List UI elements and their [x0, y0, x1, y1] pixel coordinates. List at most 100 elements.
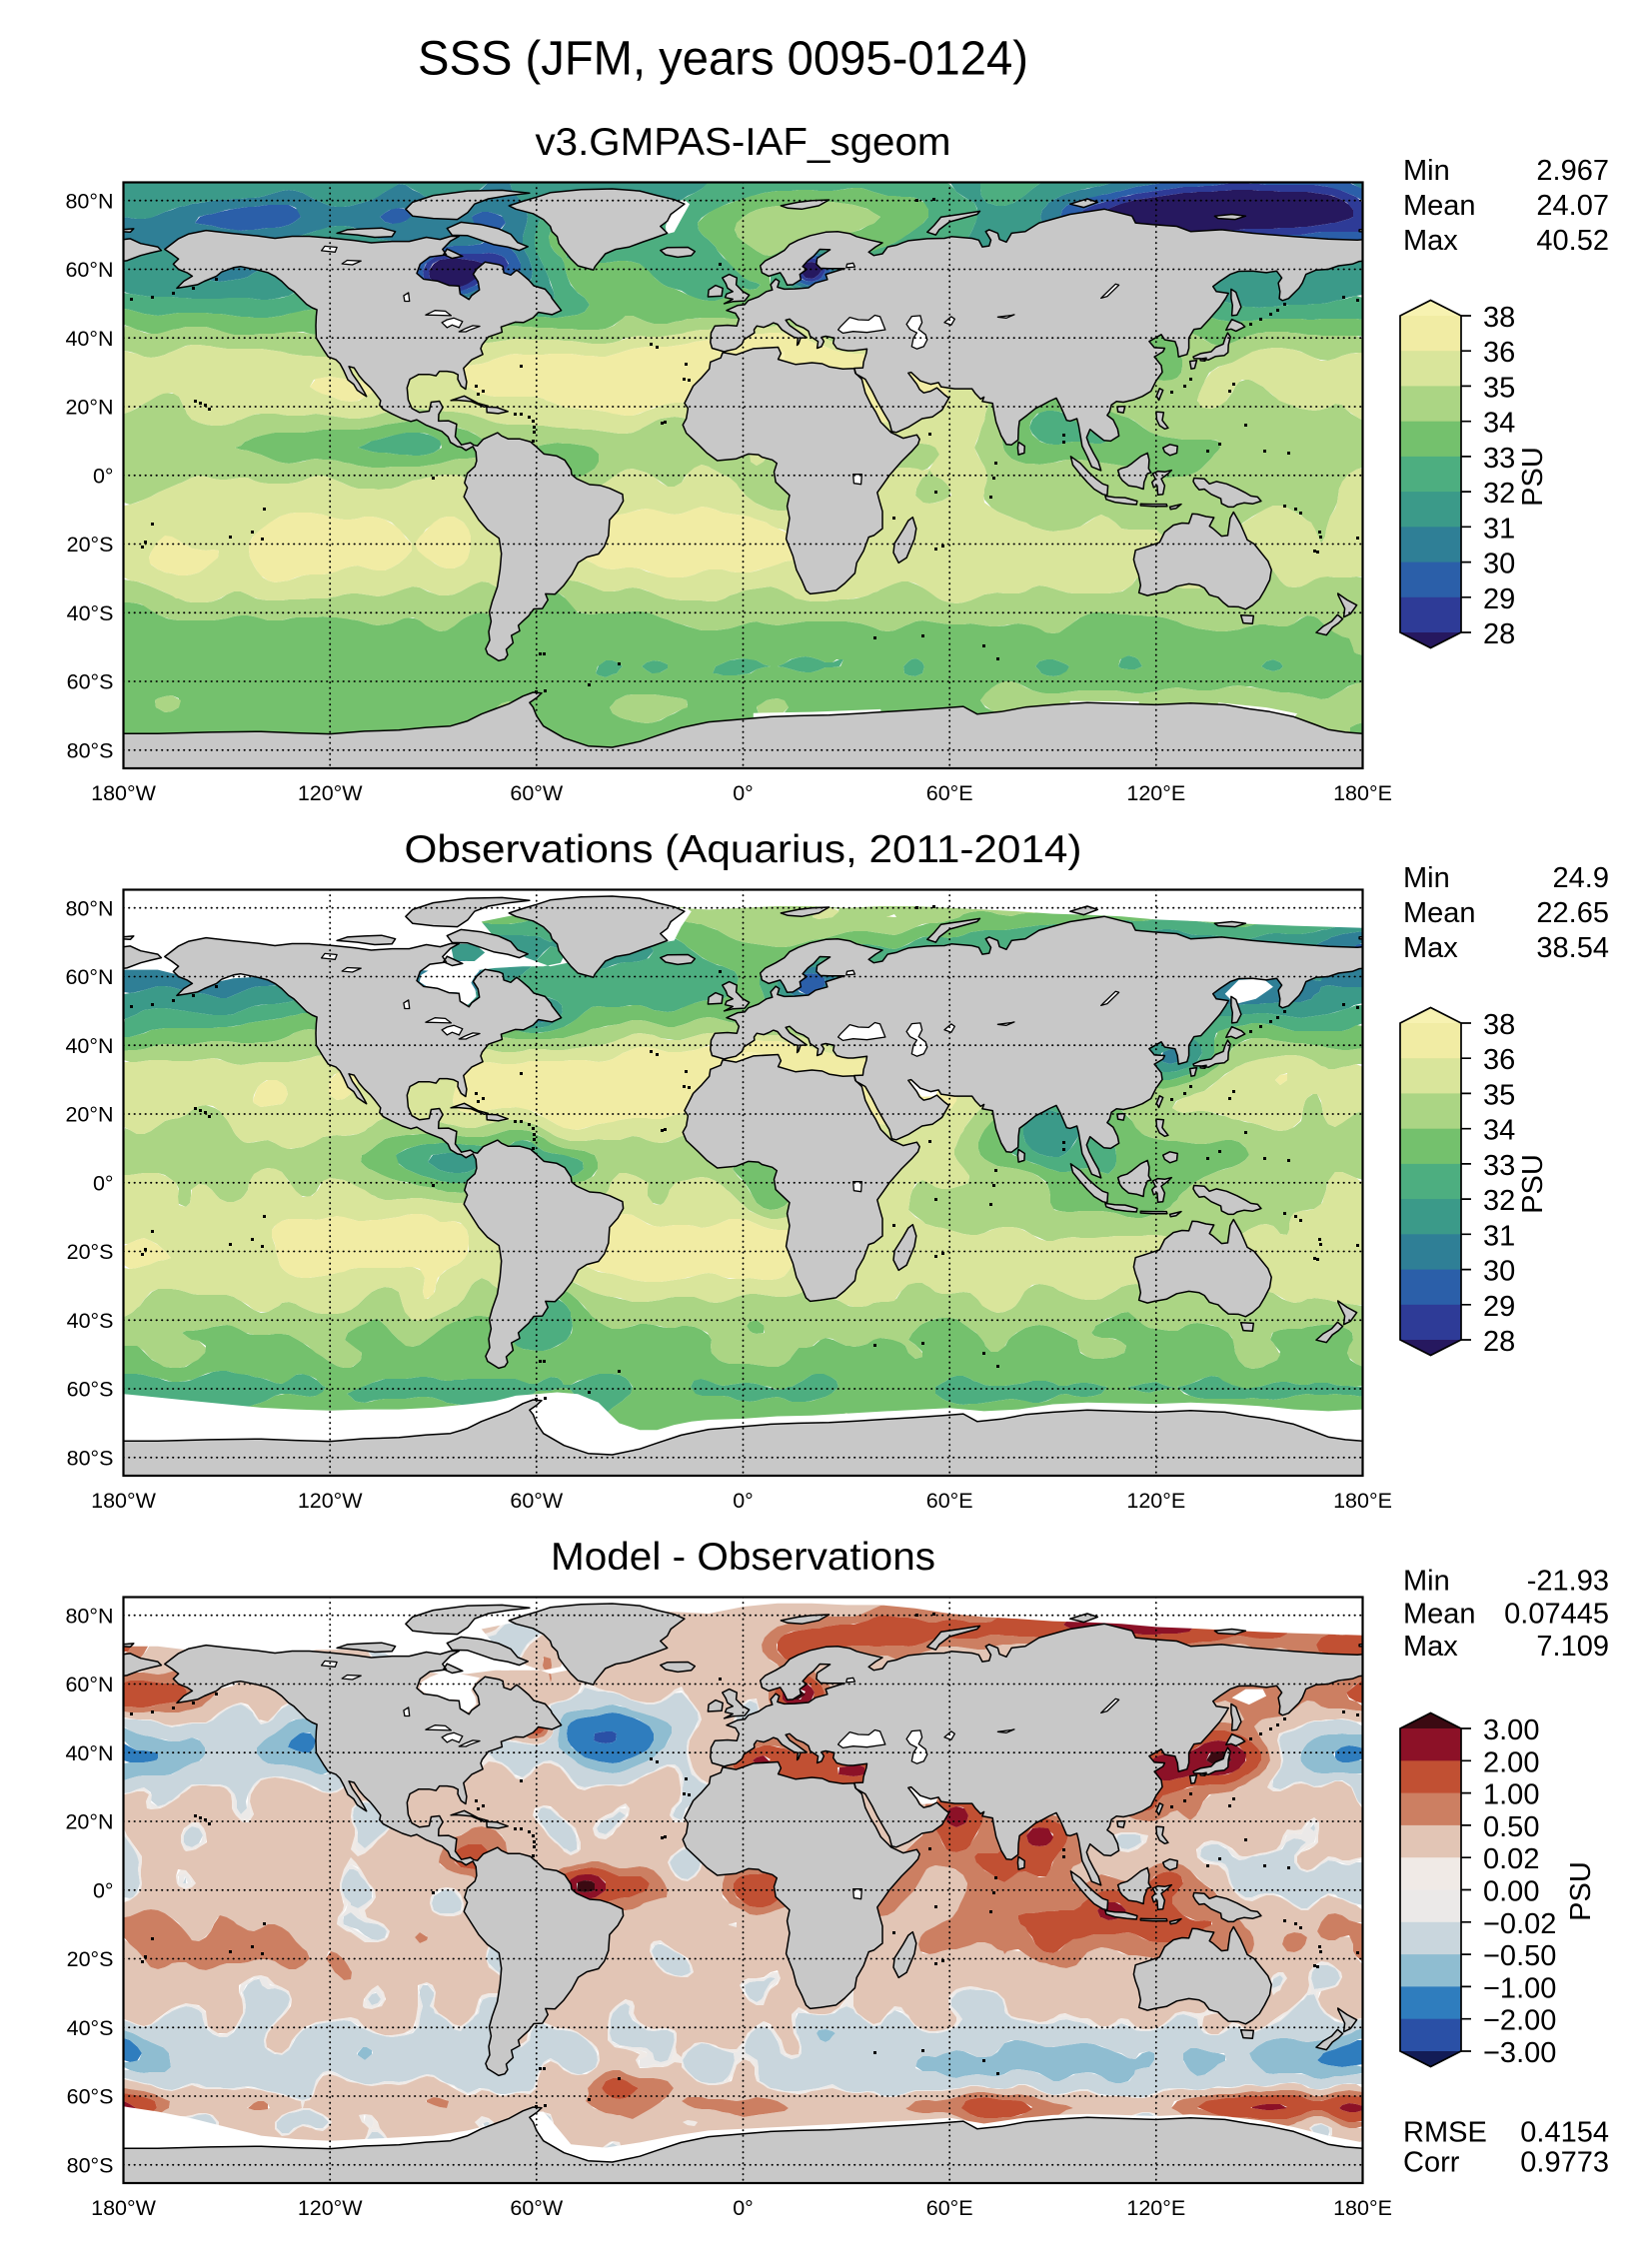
- svg-text:0.50: 0.50: [1483, 1811, 1539, 1843]
- svg-text:38.54: 38.54: [1536, 932, 1609, 964]
- svg-text:80°S: 80°S: [67, 739, 114, 763]
- svg-text:0.02: 0.02: [1483, 1843, 1539, 1875]
- svg-text:Min: Min: [1403, 862, 1450, 894]
- svg-text:PSU: PSU: [1565, 1861, 1597, 1921]
- svg-text:Max: Max: [1403, 932, 1458, 964]
- svg-text:20°N: 20°N: [65, 1103, 113, 1127]
- svg-text:36: 36: [1483, 1044, 1515, 1076]
- svg-text:60°E: 60°E: [926, 1489, 973, 1513]
- svg-text:1.00: 1.00: [1483, 1779, 1539, 1811]
- svg-text:20°S: 20°S: [67, 1240, 114, 1264]
- svg-text:Observations (Aquarius, 2011-2: Observations (Aquarius, 2011-2014): [405, 828, 1082, 871]
- svg-text:PSU: PSU: [1517, 447, 1549, 507]
- svg-text:0°: 0°: [93, 464, 114, 488]
- svg-text:180°E: 180°E: [1333, 1489, 1392, 1513]
- svg-text:80°S: 80°S: [67, 2154, 114, 2178]
- svg-text:24.07: 24.07: [1536, 190, 1609, 222]
- svg-text:Min: Min: [1403, 155, 1450, 187]
- svg-text:60°N: 60°N: [65, 258, 113, 282]
- svg-text:120°E: 120°E: [1126, 1489, 1185, 1513]
- svg-text:20°N: 20°N: [65, 396, 113, 420]
- svg-text:32: 32: [1483, 478, 1515, 510]
- svg-text:0°: 0°: [93, 1879, 114, 1903]
- svg-text:−1.00: −1.00: [1483, 1972, 1556, 2004]
- svg-text:PSU: PSU: [1517, 1154, 1549, 1214]
- svg-text:180°W: 180°W: [91, 2196, 156, 2220]
- svg-text:Mean: Mean: [1403, 897, 1476, 929]
- svg-text:120°E: 120°E: [1126, 781, 1185, 805]
- svg-text:40.52: 40.52: [1536, 225, 1609, 257]
- svg-text:−0.50: −0.50: [1483, 1940, 1556, 1972]
- svg-text:3.00: 3.00: [1483, 1714, 1539, 1746]
- svg-text:60°S: 60°S: [67, 1378, 114, 1402]
- svg-text:80°N: 80°N: [65, 1604, 113, 1628]
- svg-text:40°N: 40°N: [65, 327, 113, 351]
- svg-text:80°N: 80°N: [65, 189, 113, 213]
- svg-text:20°S: 20°S: [67, 1947, 114, 1971]
- svg-text:0°: 0°: [733, 781, 754, 805]
- svg-text:Mean: Mean: [1403, 190, 1476, 222]
- svg-text:80°S: 80°S: [67, 1447, 114, 1471]
- svg-text:40°N: 40°N: [65, 1741, 113, 1765]
- svg-text:38: 38: [1483, 1009, 1515, 1041]
- svg-text:33: 33: [1483, 443, 1515, 475]
- svg-text:40°S: 40°S: [67, 1309, 114, 1333]
- svg-text:60°S: 60°S: [67, 670, 114, 694]
- svg-text:180°E: 180°E: [1333, 2196, 1392, 2220]
- svg-text:60°S: 60°S: [67, 2085, 114, 2109]
- svg-text:60°N: 60°N: [65, 1673, 113, 1697]
- svg-text:60°W: 60°W: [510, 1489, 564, 1513]
- svg-text:120°W: 120°W: [298, 781, 363, 805]
- svg-text:RMSE: RMSE: [1403, 2117, 1487, 2149]
- svg-text:Corr: Corr: [1403, 2147, 1460, 2179]
- svg-text:180°E: 180°E: [1333, 781, 1392, 805]
- svg-text:29: 29: [1483, 1291, 1515, 1323]
- svg-text:−2.00: −2.00: [1483, 2005, 1556, 2037]
- svg-text:2.00: 2.00: [1483, 1746, 1539, 1778]
- svg-text:40°S: 40°S: [67, 2016, 114, 2040]
- svg-text:0.9773: 0.9773: [1520, 2147, 1609, 2179]
- svg-text:120°W: 120°W: [298, 1489, 363, 1513]
- svg-text:29: 29: [1483, 583, 1515, 615]
- svg-text:30: 30: [1483, 549, 1515, 580]
- svg-text:180°W: 180°W: [91, 1489, 156, 1513]
- svg-text:33: 33: [1483, 1150, 1515, 1182]
- svg-text:7.109: 7.109: [1536, 1631, 1609, 1663]
- svg-text:28: 28: [1483, 618, 1515, 650]
- svg-text:30: 30: [1483, 1256, 1515, 1288]
- svg-text:Max: Max: [1403, 1631, 1458, 1663]
- svg-text:60°N: 60°N: [65, 965, 113, 989]
- svg-text:28: 28: [1483, 1326, 1515, 1358]
- svg-text:120°W: 120°W: [298, 2196, 363, 2220]
- svg-text:40°S: 40°S: [67, 601, 114, 625]
- svg-text:0°: 0°: [733, 2196, 754, 2220]
- svg-text:60°W: 60°W: [510, 781, 564, 805]
- svg-text:31: 31: [1483, 1220, 1515, 1252]
- svg-text:31: 31: [1483, 513, 1515, 545]
- svg-text:24.9: 24.9: [1553, 862, 1609, 894]
- svg-text:32: 32: [1483, 1185, 1515, 1217]
- svg-text:36: 36: [1483, 337, 1515, 369]
- svg-text:Max: Max: [1403, 225, 1458, 257]
- svg-text:120°E: 120°E: [1126, 2196, 1185, 2220]
- svg-text:SSS (JFM, years 0095-0124): SSS (JFM, years 0095-0124): [418, 33, 1028, 86]
- svg-text:2.967: 2.967: [1536, 155, 1609, 187]
- svg-text:Min: Min: [1403, 1566, 1450, 1598]
- svg-text:35: 35: [1483, 1079, 1515, 1111]
- svg-text:Mean: Mean: [1403, 1598, 1476, 1630]
- svg-text:60°E: 60°E: [926, 2196, 973, 2220]
- svg-text:0°: 0°: [93, 1172, 114, 1196]
- svg-text:35: 35: [1483, 372, 1515, 404]
- svg-text:60°E: 60°E: [926, 781, 973, 805]
- svg-text:Model - Observations: Model - Observations: [551, 1536, 935, 1579]
- svg-text:34: 34: [1483, 408, 1515, 440]
- svg-text:38: 38: [1483, 302, 1515, 334]
- svg-text:0.4154: 0.4154: [1520, 2117, 1609, 2149]
- svg-text:−0.02: −0.02: [1483, 1908, 1556, 1940]
- svg-text:40°N: 40°N: [65, 1034, 113, 1058]
- svg-text:v3.GMPAS-IAF_sgeom: v3.GMPAS-IAF_sgeom: [536, 121, 951, 164]
- svg-text:80°N: 80°N: [65, 896, 113, 920]
- svg-text:22.65: 22.65: [1536, 897, 1609, 929]
- svg-text:60°W: 60°W: [510, 2196, 564, 2220]
- svg-text:20°N: 20°N: [65, 1810, 113, 1834]
